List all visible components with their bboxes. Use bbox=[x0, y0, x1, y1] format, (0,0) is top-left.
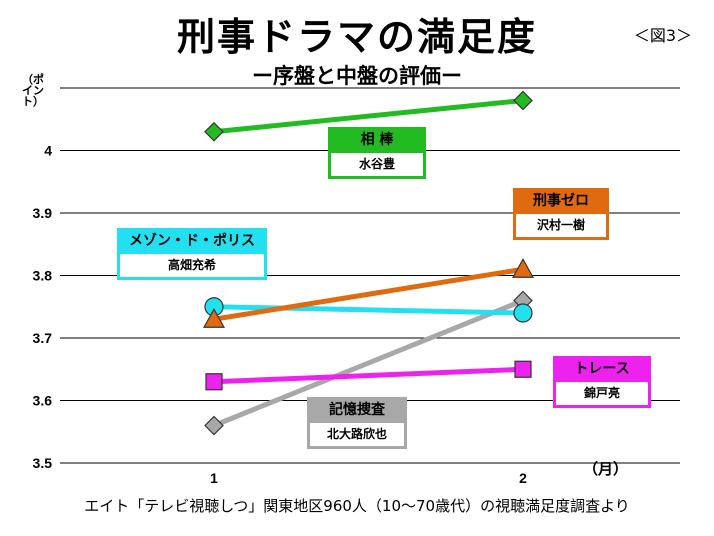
x-axis-unit: （月） bbox=[583, 460, 629, 478]
y-tick-label: 4 bbox=[44, 143, 52, 159]
source-note: エイト「テレビ視聴しつ」関東地区960人（10〜70歳代）の視聴満足度調査より bbox=[84, 497, 630, 515]
series-sublabel: 水谷豊 bbox=[328, 153, 426, 179]
series-sublabel: 沢村一樹 bbox=[513, 214, 609, 240]
series-markers bbox=[202, 90, 535, 436]
data-point bbox=[202, 308, 226, 328]
series-label: 記憶捜査 bbox=[307, 397, 407, 423]
data-point bbox=[514, 360, 532, 378]
data-point bbox=[513, 90, 533, 111]
y-tick-label: 3.8 bbox=[33, 268, 53, 284]
y-tick-label: 3.5 bbox=[33, 455, 53, 471]
series-sublabel: 高畑充希 bbox=[117, 254, 267, 280]
y-tick-label: 3.9 bbox=[33, 205, 53, 221]
series-label: 刑事ゼロ bbox=[513, 188, 609, 214]
figure-label: ＜図3＞ bbox=[633, 26, 692, 45]
chart-title: 刑事ドラマの満足度 bbox=[176, 15, 537, 59]
series-lines bbox=[213, 98, 524, 428]
x-tick-label: 1 bbox=[210, 470, 218, 486]
x-tick-label: 2 bbox=[519, 470, 527, 486]
series-sublabel: 錦戸亮 bbox=[553, 382, 651, 408]
series-line bbox=[213, 304, 524, 316]
chart-subtitle: ー序盤と中盤の評価ー bbox=[252, 64, 462, 88]
series-label: メゾン・ド・ポリス bbox=[117, 228, 267, 254]
series-sublabel: 北大路欣也 bbox=[307, 423, 407, 449]
series-label: 相 棒 bbox=[328, 127, 426, 153]
series-line bbox=[213, 366, 524, 385]
y-tick-label: 3.7 bbox=[33, 330, 53, 346]
data-point bbox=[204, 415, 224, 436]
data-point bbox=[205, 373, 223, 391]
series-label: トレース bbox=[553, 356, 651, 382]
data-point bbox=[513, 303, 533, 323]
y-tick-label: 3.6 bbox=[33, 393, 53, 409]
data-point bbox=[204, 121, 224, 142]
series-line bbox=[213, 266, 524, 322]
series-line bbox=[213, 98, 524, 135]
series-line bbox=[213, 298, 524, 428]
y-axis-unit: （ポイント） bbox=[22, 73, 44, 108]
y-tick-labels: 3.5 3.6 3.7 3.8 3.9 4 bbox=[33, 143, 53, 472]
data-point bbox=[511, 258, 535, 278]
